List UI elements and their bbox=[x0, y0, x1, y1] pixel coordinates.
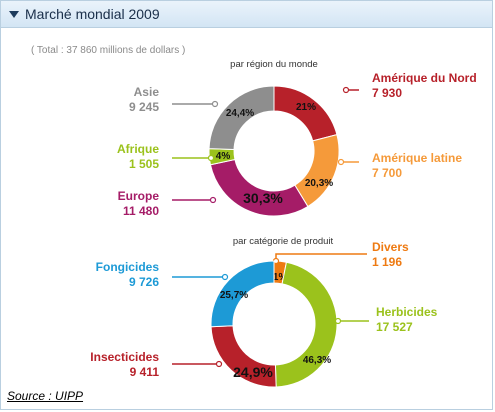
chart1-label-amerique-latine: Amérique latine bbox=[372, 151, 462, 165]
chart2-slice-fongicides bbox=[210, 260, 275, 328]
source-link[interactable]: Source : UIPP bbox=[7, 389, 84, 403]
chart1-leader-dot-afrique bbox=[207, 154, 215, 162]
chart1-value-afrique: 1 505 bbox=[129, 157, 159, 171]
chart2-slice-herbicides bbox=[274, 261, 338, 388]
chart1-percent-europe: 30,3% bbox=[243, 190, 283, 206]
chart1-value-europe: 11 480 bbox=[123, 204, 159, 218]
chart2-value-fongicides: 9 726 bbox=[129, 275, 159, 289]
chart2-leader-dot-insecticides bbox=[215, 360, 223, 368]
panel-header[interactable]: Marché mondial 2009 bbox=[1, 1, 492, 28]
chart2-percent-divers: 3,1% bbox=[265, 272, 288, 283]
total-text: ( Total : 37 860 millions de dollars ) bbox=[31, 45, 185, 56]
chart2-label-insecticides: Insecticides bbox=[90, 350, 159, 364]
chart1-label-asie: Asie bbox=[134, 85, 160, 99]
chart1-slice-asie bbox=[208, 85, 275, 151]
chart2-label-herbicides: Herbicides bbox=[376, 305, 438, 319]
chart1-leader-dot-asie bbox=[211, 100, 219, 108]
chart1-slice-europe bbox=[209, 158, 309, 217]
chart2-leader-dot-herbicides bbox=[334, 317, 342, 325]
chart1-value-amerique-latine: 7 700 bbox=[372, 166, 402, 180]
chart2-value-insecticides: 9 411 bbox=[130, 365, 160, 379]
chart2-leader-dot-fongicides bbox=[221, 273, 229, 281]
chart2-percent-herbicides: 46,3% bbox=[303, 355, 331, 366]
chart1-leader-dot-europe bbox=[209, 196, 217, 204]
chart1-percent-amerique-du-nord: 21% bbox=[296, 102, 316, 113]
chart1-label-amerique-du-nord: Amérique du Nord bbox=[372, 71, 477, 85]
chart1-percent-asie: 24,4% bbox=[226, 108, 254, 119]
chart1-slice-amerique-du-nord bbox=[273, 85, 338, 142]
chart1-subtitle: par région du monde bbox=[230, 59, 318, 70]
chart1-leader-dot-amerique-latine bbox=[337, 158, 345, 166]
chart1-label-afrique: Afrique bbox=[117, 142, 159, 156]
chart2-label-divers: Divers bbox=[372, 240, 409, 254]
chart2-label-fongicides: Fongicides bbox=[96, 260, 160, 274]
chart1-value-asie: 9 245 bbox=[129, 100, 159, 114]
chart1-label-europe: Europe bbox=[118, 189, 160, 203]
chart2-percent-fongicides: 25,7% bbox=[220, 290, 248, 301]
chart1-value-amerique-du-nord: 7 930 bbox=[372, 86, 402, 100]
chart2-value-divers: 1 196 bbox=[372, 255, 402, 269]
triangle-down-icon[interactable] bbox=[9, 10, 19, 18]
chart1-percent-amerique-latine: 20,3% bbox=[305, 178, 333, 189]
chart1-percent-afrique: 4% bbox=[216, 151, 231, 162]
chart1-leader-dot-amerique-du-nord bbox=[342, 86, 350, 94]
panel-title: Marché mondial 2009 bbox=[25, 6, 160, 22]
chart2-percent-insecticides: 24,9% bbox=[233, 364, 273, 380]
chart2-value-herbicides: 17 527 bbox=[376, 320, 413, 334]
chart2-leader-divers bbox=[275, 253, 367, 261]
chart2-subtitle: par catégorie de produit bbox=[233, 236, 334, 247]
